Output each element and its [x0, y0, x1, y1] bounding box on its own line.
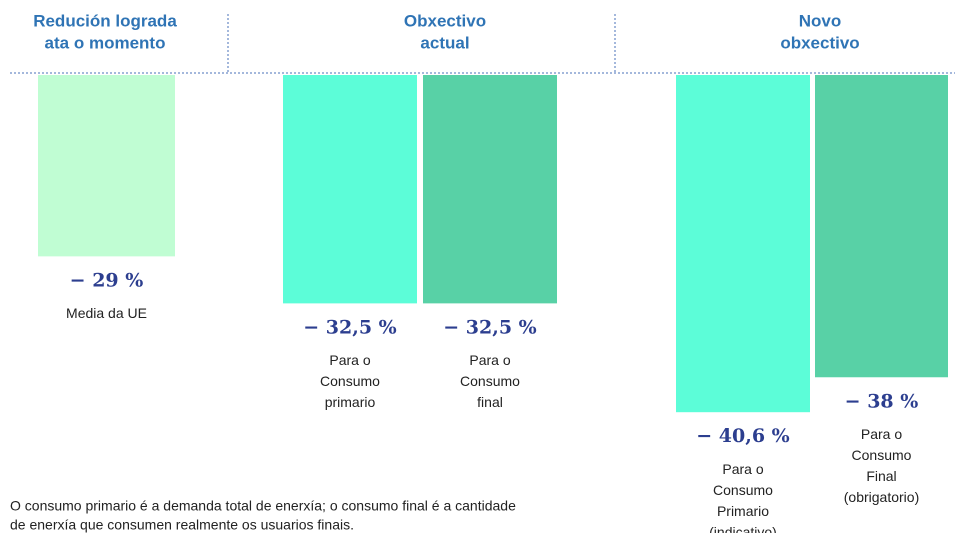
bar: [815, 75, 948, 378]
group-header: obxectivo: [780, 33, 859, 52]
category-label: Consumo: [713, 482, 773, 498]
category-label: Consumo: [320, 373, 380, 389]
group-header: Redución lograda: [33, 11, 177, 30]
bar: [283, 75, 417, 304]
category-label: Para o: [469, 352, 510, 368]
bar: [676, 75, 810, 413]
footnote: O consumo primario é a demanda total de …: [10, 498, 516, 514]
category-label: Consumo: [852, 447, 912, 463]
category-label: Consumo: [460, 373, 520, 389]
category-label: Primario: [717, 503, 769, 519]
value-label: − 29 %: [70, 269, 144, 291]
category-label: (indicativo): [709, 524, 777, 533]
group-header: Novo: [799, 11, 842, 30]
bar: [38, 75, 175, 257]
value-label: − 32,5 %: [443, 316, 536, 338]
bar: [423, 75, 557, 304]
category-label: Para o: [861, 426, 902, 442]
category-label: Para o: [722, 461, 763, 477]
group-header: actual: [420, 33, 469, 52]
value-label: − 38 %: [845, 390, 919, 412]
category-label: Media da UE: [66, 305, 147, 321]
category-label: final: [477, 394, 503, 410]
group-header: ata o momento: [45, 33, 166, 52]
category-label: Final: [866, 468, 896, 484]
category-label: (obrigatorio): [844, 489, 919, 505]
category-label: Para o: [329, 352, 370, 368]
value-label: − 32,5 %: [303, 316, 396, 338]
group-header: Obxectivo: [404, 11, 486, 30]
value-label: − 40,6 %: [696, 425, 789, 447]
footnote: de enerxía que consumen realmente os usu…: [10, 517, 354, 533]
category-label: primario: [325, 394, 376, 410]
